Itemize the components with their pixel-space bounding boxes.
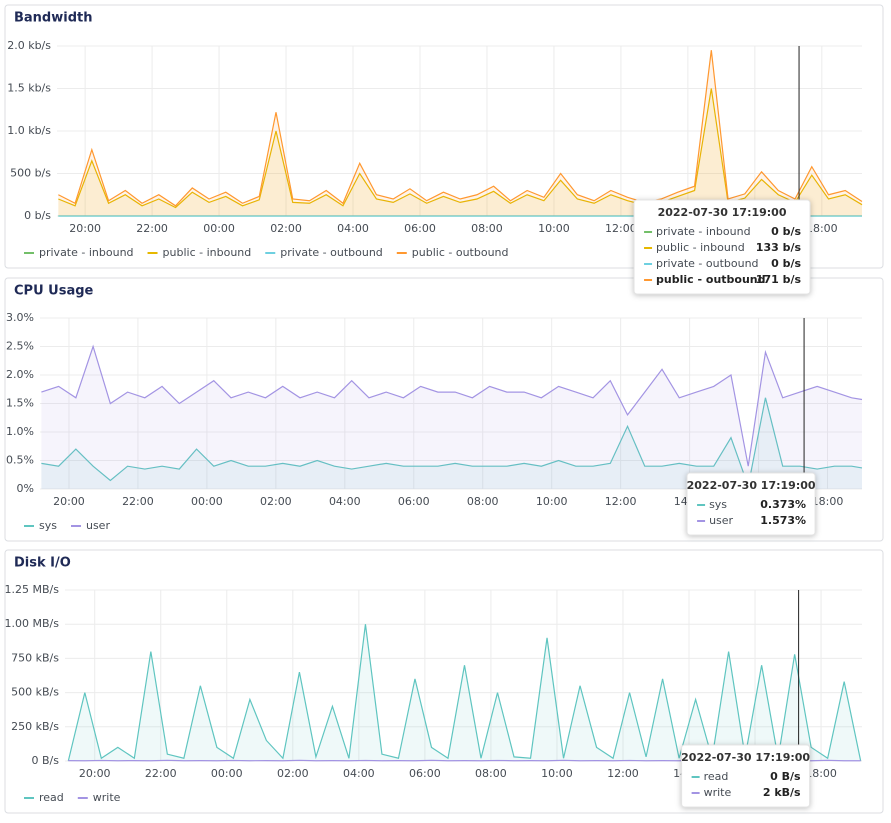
panel-title: Disk I/O — [14, 556, 71, 571]
y-tick-label: 1.25 MB/s — [5, 583, 60, 596]
tooltip-name: sys — [709, 498, 727, 511]
y-tick-label: 500 b/s — [10, 167, 51, 180]
tooltip-value: 0 b/s — [771, 257, 801, 270]
tooltip: 2022-07-30 17:19:00 read 0 B/s write 2 kB/s — [681, 745, 810, 807]
y-tick-label: 1.0% — [6, 425, 34, 438]
x-tick-label: 06:00 — [404, 222, 436, 235]
x-tick-label: 12:00 — [605, 495, 637, 508]
y-tick-label: 750 kB/s — [11, 651, 59, 664]
x-tick-label: 18:00 — [812, 495, 844, 508]
tooltip: 2022-07-30 17:19:00 private - inbound 0 b/… — [634, 200, 810, 294]
tooltip-value: 171 b/s — [756, 273, 802, 286]
tooltip-name: read — [704, 770, 729, 783]
tooltip-value: 0.373% — [760, 498, 806, 511]
legend-label: read — [39, 791, 64, 804]
tooltip-name: private - inbound — [656, 225, 751, 238]
legend-label: user — [86, 519, 110, 532]
legend-label: sys — [39, 519, 57, 532]
legend-label: write — [93, 791, 121, 804]
legend-label: public - outbound — [412, 246, 509, 259]
tooltip-name: user — [709, 514, 733, 527]
y-tick-label: 0.5% — [6, 454, 34, 467]
x-tick-label: 02:00 — [270, 222, 302, 235]
panel-title: Bandwidth — [14, 11, 92, 26]
x-tick-label: 10:00 — [538, 222, 570, 235]
x-tick-label: 04:00 — [329, 495, 361, 508]
tooltip-title: 2022-07-30 17:19:00 — [681, 751, 810, 764]
legend-label: public - inbound — [163, 246, 252, 259]
tooltip-name: private - outbound — [656, 257, 759, 270]
y-tick-label: 250 kB/s — [11, 720, 59, 733]
x-tick-label: 00:00 — [191, 495, 223, 508]
tooltip-value: 0 b/s — [771, 225, 801, 238]
x-tick-label: 02:00 — [277, 767, 309, 780]
y-tick-label: 2.0 kb/s — [7, 39, 51, 52]
x-tick-label: 08:00 — [475, 767, 507, 780]
legend-label: private - outbound — [280, 246, 383, 259]
x-tick-label: 10:00 — [536, 495, 568, 508]
legend-label: private - inbound — [39, 246, 134, 259]
tooltip-value: 0 B/s — [770, 770, 801, 783]
tooltip-name: public - inbound — [656, 241, 745, 254]
tooltip-title: 2022-07-30 17:19:00 — [687, 479, 816, 492]
x-tick-label: 08:00 — [467, 495, 499, 508]
y-tick-label: 2.0% — [6, 368, 34, 381]
y-tick-label: 1.5 kb/s — [7, 82, 51, 95]
x-tick-label: 08:00 — [471, 222, 503, 235]
tooltip: 2022-07-30 17:19:00 sys 0.373% user 1.573% — [687, 473, 816, 535]
y-tick-label: 0 b/s — [24, 209, 51, 222]
x-tick-label: 12:00 — [607, 767, 639, 780]
y-tick-label: 500 kB/s — [11, 686, 59, 699]
y-tick-label: 0 B/s — [32, 754, 60, 767]
x-tick-label: 22:00 — [136, 222, 168, 235]
x-tick-label: 22:00 — [122, 495, 154, 508]
x-tick-label: 20:00 — [69, 222, 101, 235]
y-tick-label: 0% — [17, 482, 34, 495]
x-tick-label: 12:00 — [605, 222, 637, 235]
x-tick-label: 18:00 — [806, 222, 838, 235]
x-tick-label: 00:00 — [211, 767, 243, 780]
y-tick-label: 2.5% — [6, 340, 34, 353]
x-tick-label: 20:00 — [53, 495, 85, 508]
tooltip-value: 2 kB/s — [763, 786, 801, 799]
tooltip-value: 1.573% — [760, 514, 806, 527]
y-tick-label: 1.00 MB/s — [5, 617, 60, 630]
x-tick-label: 22:00 — [145, 767, 177, 780]
x-tick-label: 02:00 — [260, 495, 292, 508]
x-tick-label: 06:00 — [398, 495, 430, 508]
x-tick-label: 10:00 — [541, 767, 573, 780]
x-tick-label: 20:00 — [79, 767, 111, 780]
tooltip-name: public - outbound — [656, 273, 765, 286]
x-tick-label: 06:00 — [409, 767, 441, 780]
x-tick-label: 00:00 — [203, 222, 235, 235]
x-tick-label: 04:00 — [343, 767, 375, 780]
x-tick-label: 04:00 — [337, 222, 369, 235]
tooltip-title: 2022-07-30 17:19:00 — [658, 206, 787, 219]
y-tick-label: 1.0 kb/s — [7, 124, 51, 137]
tooltip-value: 133 b/s — [756, 241, 802, 254]
tooltip-name: write — [704, 786, 732, 799]
panel-title: CPU Usage — [14, 284, 94, 299]
y-tick-label: 1.5% — [6, 397, 34, 410]
y-tick-label: 3.0% — [6, 311, 34, 324]
